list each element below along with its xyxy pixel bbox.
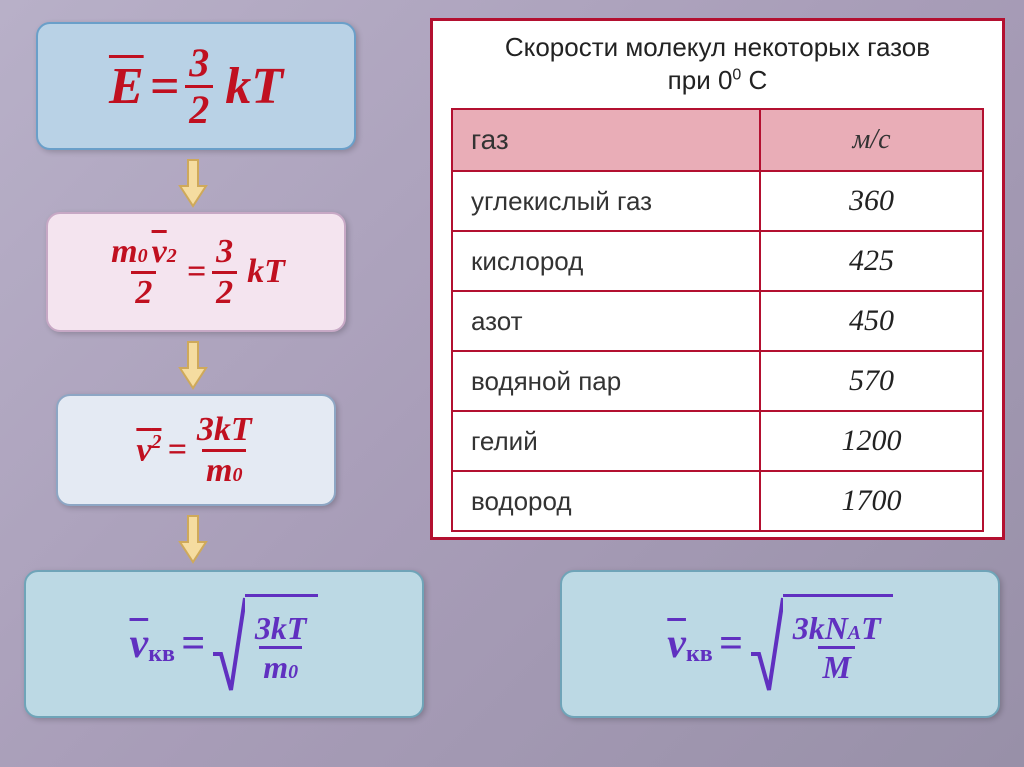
rhs-num: 3kT: [193, 413, 256, 449]
vkv-bar: v: [667, 620, 686, 668]
v-pow: 2: [151, 431, 161, 453]
formula-box-vkv-M: v кв = 3kN A T M: [560, 570, 1000, 718]
lhs-den-2: 2: [131, 271, 156, 310]
v-bar: v: [152, 235, 167, 269]
frac-den: 2: [185, 85, 213, 130]
eq-sign: =: [167, 431, 186, 469]
v-pow: 2: [167, 246, 177, 266]
title-line2-a: при 0: [668, 65, 733, 95]
gas-name: гелий: [452, 411, 760, 471]
col-gas: газ: [452, 109, 760, 171]
title-line1: Скорости молекул некоторых газов: [505, 32, 930, 62]
eq-sign: =: [719, 620, 743, 668]
gas-speed: 450: [760, 291, 983, 351]
m-var: m: [263, 651, 288, 683]
vkv-sub: кв: [686, 641, 713, 668]
table-row: кислород425: [452, 231, 983, 291]
var-E-bar: E: [109, 57, 144, 116]
eq-sign: =: [181, 620, 205, 668]
radical-icon: [211, 594, 245, 694]
formula-box-v2: v2 = 3kT m 0: [56, 394, 336, 506]
title-line2-b: C: [741, 65, 767, 95]
gas-name: углекислый газ: [452, 171, 760, 231]
rhs-num-3: 3: [212, 235, 237, 271]
vkv-bar: v: [130, 620, 149, 668]
gas-speed: 1200: [760, 411, 983, 471]
gas-table: газ м/с углекислый газ360кислород425азот…: [451, 108, 984, 532]
eq-sign: =: [187, 253, 206, 291]
table-row: гелий1200: [452, 411, 983, 471]
gas-speed: 1700: [760, 471, 983, 531]
table-row: водород1700: [452, 471, 983, 531]
table-row: углекислый газ360: [452, 171, 983, 231]
formula-box-vkv-m0: v кв = 3kT m 0: [24, 570, 424, 718]
title-sup: 0: [732, 66, 741, 83]
rad-den-M: M: [818, 646, 854, 683]
eq-sign: =: [150, 57, 180, 116]
formula-box-energy: E = 3 2 kT: [36, 22, 356, 150]
rhs-kT: kT: [247, 253, 285, 291]
rad-num-a: 3kN: [793, 612, 848, 644]
table-row: водяной пар570: [452, 351, 983, 411]
m-sub: 0: [232, 465, 242, 485]
m-sub: 0: [288, 662, 298, 682]
v-char: v: [136, 431, 151, 468]
gas-name: водяной пар: [452, 351, 760, 411]
frac-num: 3: [185, 43, 213, 85]
rhs-den-2: 2: [212, 271, 237, 310]
radical-icon: [749, 594, 783, 694]
gas-name: кислород: [452, 231, 760, 291]
m-var: m: [111, 235, 137, 269]
gas-speed-table-panel: Скорости молекул некоторых газов при 00 …: [430, 18, 1005, 540]
formula-box-kinetic: m 0 v 2 2 = 3 2 kT: [46, 212, 346, 332]
gas-speed: 360: [760, 171, 983, 231]
rad-num-b: T: [861, 612, 881, 644]
m-sub: 0: [138, 246, 148, 266]
v2-bar: v2: [136, 431, 161, 469]
arrow-down-3: [178, 514, 208, 564]
gas-name: азот: [452, 291, 760, 351]
table-row: азот450: [452, 291, 983, 351]
rad-num: 3kT: [251, 612, 311, 646]
gas-name: водород: [452, 471, 760, 531]
m-var: m: [206, 454, 232, 488]
col-unit: м/с: [760, 109, 983, 171]
gas-speed: 425: [760, 231, 983, 291]
arrow-down-1: [178, 158, 208, 208]
rad-num-sub: A: [848, 623, 861, 643]
rhs-kT: kT: [225, 57, 283, 116]
vkv-sub: кв: [148, 641, 175, 668]
table-header-row: газ м/с: [452, 109, 983, 171]
arrow-down-2: [178, 340, 208, 390]
gas-speed: 570: [760, 351, 983, 411]
table-title: Скорости молекул некоторых газов при 00 …: [451, 31, 984, 96]
